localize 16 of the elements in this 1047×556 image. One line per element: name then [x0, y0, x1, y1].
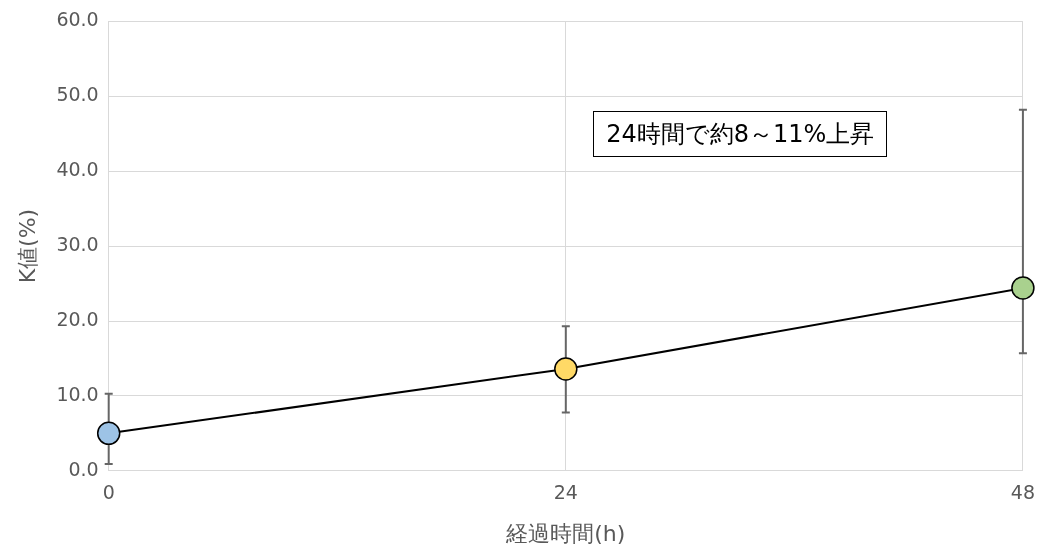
y-tick-label: 60.0	[56, 8, 99, 31]
point	[1011, 276, 1035, 300]
point	[96, 421, 121, 446]
annotation: 24時間で約8～11%上昇	[593, 111, 888, 158]
y-axis-title: K値(%)	[14, 208, 40, 284]
x-tick-label: 48	[1010, 481, 1036, 504]
y-tick-label: 30.0	[56, 233, 99, 256]
y-tick-label: 0.0	[68, 457, 99, 480]
point	[554, 357, 578, 381]
y-tick-label: 10.0	[56, 382, 99, 405]
x-tick-label: 0	[102, 481, 115, 504]
y-tick-label: 50.0	[56, 83, 99, 106]
x-tick-label: 24	[553, 481, 578, 504]
x-axis-title: 経過時間(h)	[505, 520, 626, 546]
y-tick-label: 20.0	[56, 307, 99, 330]
y-tick-label: 40.0	[56, 158, 99, 181]
